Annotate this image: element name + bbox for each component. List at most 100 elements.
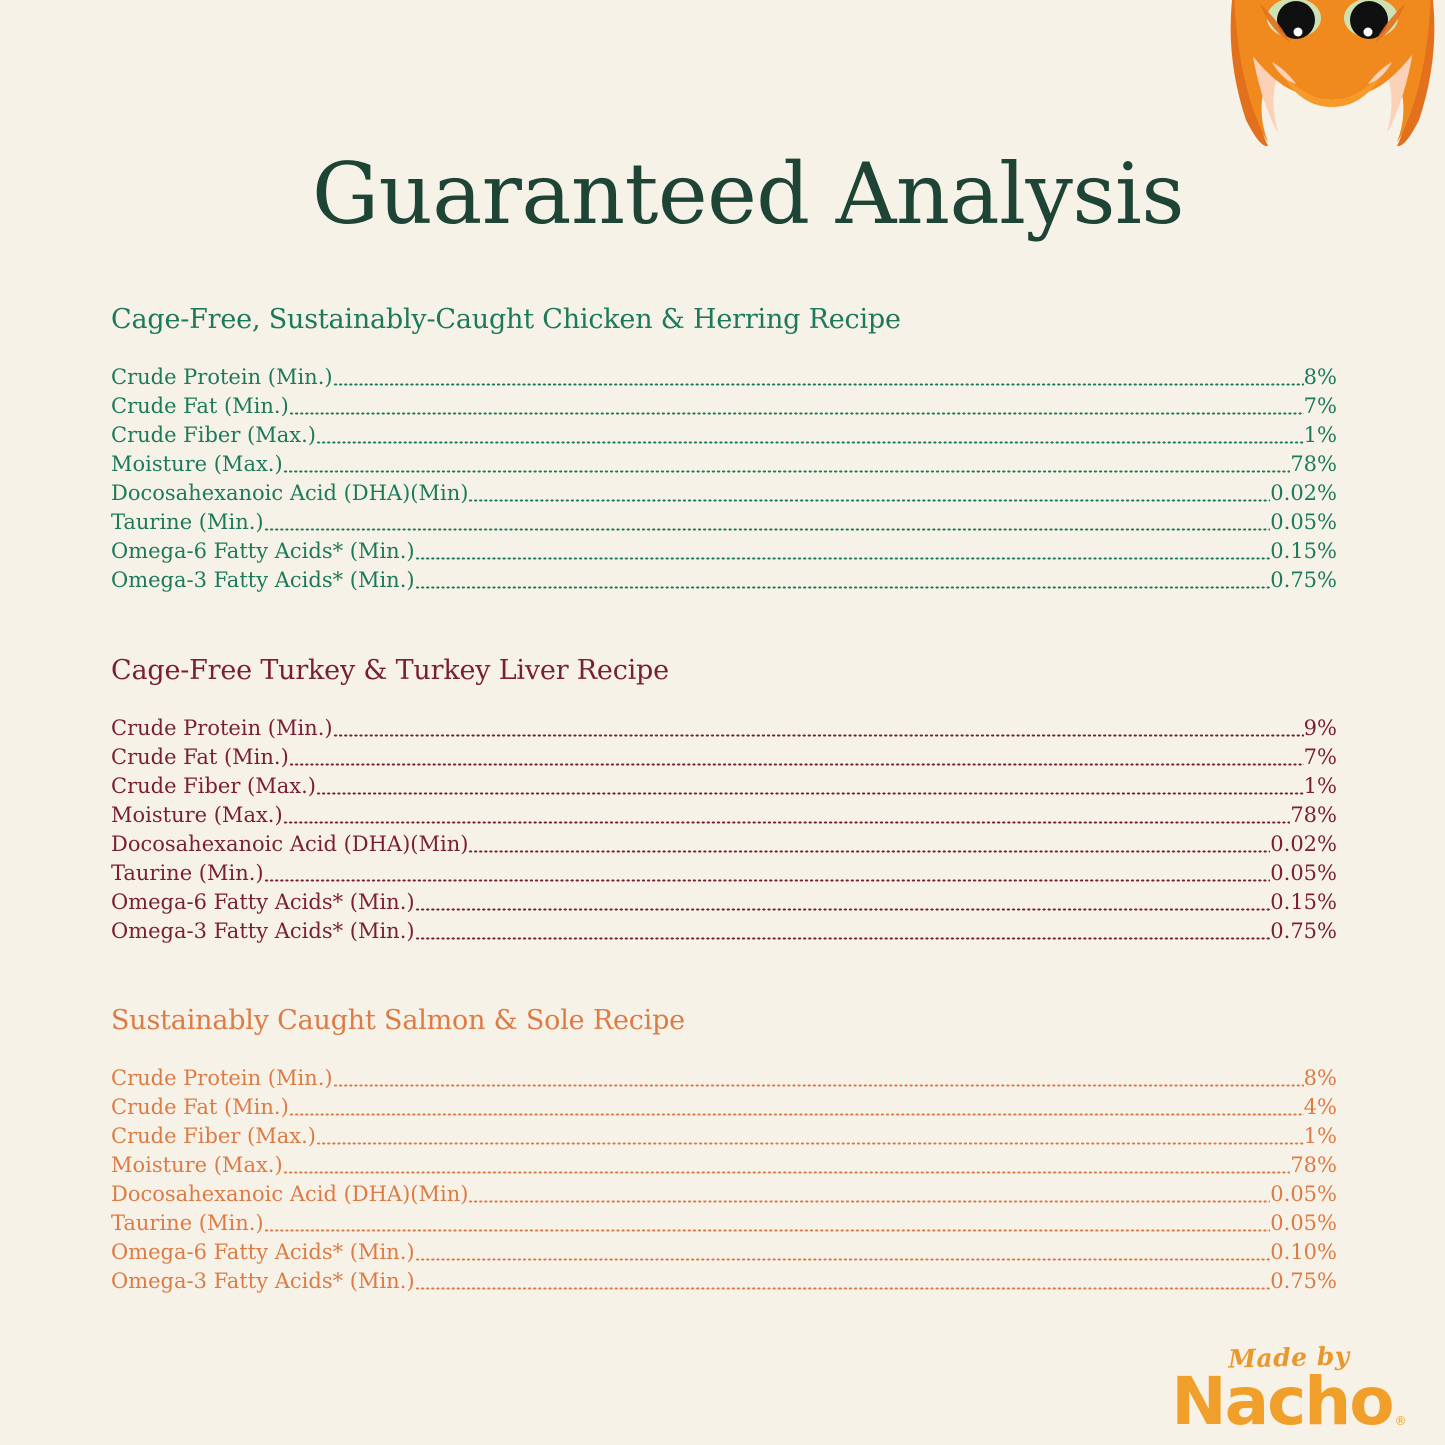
dot-leader xyxy=(263,508,1271,537)
nutrient-value: 0.75% xyxy=(1270,1268,1337,1293)
dot-leader xyxy=(468,479,1271,508)
nutrient-label: Moisture (Max.) xyxy=(111,802,283,827)
nutrient-label: Crude Protein (Min.) xyxy=(111,364,333,389)
nutrient-value: 0.02% xyxy=(1270,831,1337,856)
nutrient-row: Crude Fat (Min.) 4% xyxy=(111,1093,1337,1122)
dot-leader xyxy=(414,537,1271,566)
nutrient-value: 78% xyxy=(1290,1152,1337,1177)
nutrient-label: Crude Fiber (Max.) xyxy=(111,1123,316,1148)
nutrient-value: 8% xyxy=(1303,1065,1337,1090)
nutrient-value: 0.05% xyxy=(1270,860,1337,885)
nutrient-row: Omega-3 Fatty Acids* (Min.) 0.75% xyxy=(111,566,1337,595)
recipe-section-turkey-liver: Cage-Free Turkey & Turkey Liver Recipe C… xyxy=(111,656,1337,946)
nutrient-value: 1% xyxy=(1303,1123,1337,1148)
dot-leader xyxy=(414,566,1271,595)
nutrient-label: Crude Fat (Min.) xyxy=(111,744,289,769)
nutrient-row: Crude Fat (Min.) 7% xyxy=(111,392,1337,421)
nutrient-value: 0.15% xyxy=(1270,889,1337,914)
nutrient-row: Crude Protein (Min.) 8% xyxy=(111,1064,1337,1093)
dot-leader xyxy=(468,1180,1271,1209)
nutrient-row: Docosahexanoic Acid (DHA)(Min) 0.05% xyxy=(111,1180,1337,1209)
nutrient-label: Crude Fat (Min.) xyxy=(111,1094,289,1119)
nutrient-label: Docosahexanoic Acid (DHA)(Min) xyxy=(111,831,469,856)
nutrient-row: Crude Protein (Min.) 9% xyxy=(111,714,1337,743)
nutrient-row: Moisture (Max.) 78% xyxy=(111,1151,1337,1180)
nutrient-row: Crude Fiber (Max.) 1% xyxy=(111,421,1337,450)
nutrient-label: Omega-3 Fatty Acids* (Min.) xyxy=(111,567,415,592)
nutrient-value: 0.05% xyxy=(1270,1210,1337,1235)
nutrient-row: Crude Fiber (Max.) 1% xyxy=(111,772,1337,801)
nutrient-label: Crude Fiber (Max.) xyxy=(111,422,316,447)
dot-leader xyxy=(414,917,1271,946)
nutrient-value: 0.15% xyxy=(1270,538,1337,563)
dot-leader xyxy=(263,859,1271,888)
nutrient-row: Omega-3 Fatty Acids* (Min.) 0.75% xyxy=(111,1267,1337,1296)
dot-leader xyxy=(282,450,1291,479)
dot-leader xyxy=(315,772,1304,801)
recipe-section-salmon-sole: Sustainably Caught Salmon & Sole Recipe … xyxy=(111,1006,1337,1296)
nutrient-value: 0.75% xyxy=(1270,567,1337,592)
nutrient-row: Crude Fiber (Max.) 1% xyxy=(111,1122,1337,1151)
nutrient-value: 0.02% xyxy=(1270,480,1337,505)
nutrient-row: Taurine (Min.) 0.05% xyxy=(111,859,1337,888)
nutrient-value: 9% xyxy=(1303,715,1337,740)
cat-face-icon xyxy=(1220,0,1445,150)
nutrient-label: Docosahexanoic Acid (DHA)(Min) xyxy=(111,480,469,505)
brand-logo: Made by Nacho ® xyxy=(1155,1342,1423,1441)
nutrient-label: Omega-6 Fatty Acids* (Min.) xyxy=(111,538,415,563)
section-heading: Cage-Free Turkey & Turkey Liver Recipe xyxy=(111,655,669,686)
nutrient-value: 1% xyxy=(1303,773,1337,798)
dot-leader xyxy=(315,421,1304,450)
dot-leader xyxy=(288,392,1304,421)
nutrient-label: Moisture (Max.) xyxy=(111,1152,283,1177)
nutrient-list: Crude Protein (Min.) 9% Crude Fat (Min.)… xyxy=(111,714,1337,946)
nutrient-label: Omega-3 Fatty Acids* (Min.) xyxy=(111,918,415,943)
dot-leader xyxy=(315,1122,1304,1151)
dot-leader xyxy=(332,1064,1304,1093)
dot-leader xyxy=(414,888,1271,917)
nutrient-label: Taurine (Min.) xyxy=(111,1210,264,1235)
nutrient-value: 1% xyxy=(1303,422,1337,447)
nutrient-label: Docosahexanoic Acid (DHA)(Min) xyxy=(111,1181,469,1206)
nutrient-row: Docosahexanoic Acid (DHA)(Min) 0.02% xyxy=(111,479,1337,508)
dot-leader xyxy=(282,801,1291,830)
nutrient-list: Crude Protein (Min.) 8% Crude Fat (Min.)… xyxy=(111,1064,1337,1296)
nutrient-label: Moisture (Max.) xyxy=(111,451,283,476)
nutrient-row: Omega-6 Fatty Acids* (Min.) 0.15% xyxy=(111,888,1337,917)
dot-leader xyxy=(414,1267,1271,1296)
nutrient-value: 7% xyxy=(1303,744,1337,769)
nutrient-row: Moisture (Max.) 78% xyxy=(111,801,1337,830)
nutrient-value: 8% xyxy=(1303,364,1337,389)
nutrient-label: Crude Protein (Min.) xyxy=(111,1065,333,1090)
dot-leader xyxy=(468,830,1271,859)
nutrient-label: Taurine (Min.) xyxy=(111,860,264,885)
recipe-section-chicken-herring: Cage-Free, Sustainably-Caught Chicken & … xyxy=(111,305,1337,595)
nutrient-label: Crude Fat (Min.) xyxy=(111,393,289,418)
nutrient-label: Omega-3 Fatty Acids* (Min.) xyxy=(111,1268,415,1293)
nutrient-list: Crude Protein (Min.) 8% Crude Fat (Min.)… xyxy=(111,363,1337,595)
nutrient-value: 78% xyxy=(1290,802,1337,827)
dot-leader xyxy=(332,363,1304,392)
dot-leader xyxy=(263,1209,1271,1238)
brand-name-text: Nacho xyxy=(1171,1363,1394,1441)
nutrient-value: 0.05% xyxy=(1270,509,1337,534)
section-heading: Cage-Free, Sustainably-Caught Chicken & … xyxy=(111,304,901,335)
nutrient-row: Moisture (Max.) 78% xyxy=(111,450,1337,479)
page-title: Guaranteed Analysis xyxy=(312,145,1185,244)
dot-leader xyxy=(282,1151,1291,1180)
nutrient-value: 78% xyxy=(1290,451,1337,476)
nutrient-value: 4% xyxy=(1303,1094,1337,1119)
dot-leader xyxy=(414,1238,1271,1267)
section-heading: Sustainably Caught Salmon & Sole Recipe xyxy=(111,1005,685,1036)
nutrient-value: 0.10% xyxy=(1270,1239,1337,1264)
nutrient-value: 7% xyxy=(1303,393,1337,418)
dot-leader xyxy=(288,1093,1304,1122)
nutrient-row: Taurine (Min.) 0.05% xyxy=(111,508,1337,537)
nutrient-label: Crude Protein (Min.) xyxy=(111,715,333,740)
nutrient-label: Taurine (Min.) xyxy=(111,509,264,534)
nutrient-value: 0.75% xyxy=(1270,918,1337,943)
nutrient-row: Taurine (Min.) 0.05% xyxy=(111,1209,1337,1238)
nutrient-label: Omega-6 Fatty Acids* (Min.) xyxy=(111,889,415,914)
nutrient-row: Docosahexanoic Acid (DHA)(Min) 0.02% xyxy=(111,830,1337,859)
